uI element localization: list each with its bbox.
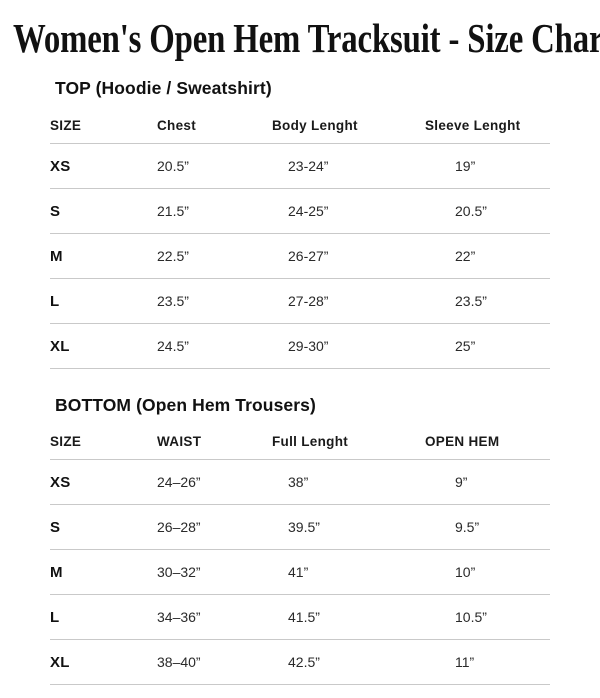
bottom-table-header-row: SIZE WAIST Full Lenght OPEN HEM <box>50 429 550 460</box>
top-row-s-body: 24-25” <box>288 203 329 219</box>
bottom-row-xl-waist: 38–40” <box>157 654 201 670</box>
bottom-header-waist: WAIST <box>157 434 202 449</box>
bottom-row-l-open-hem: 10.5” <box>455 609 487 625</box>
top-row-xl-sleeve: 25” <box>455 338 476 354</box>
bottom-table-element: SIZE WAIST Full Lenght OPEN HEM XS 24–26… <box>50 429 550 685</box>
bottom-row-xs-waist: 24–26” <box>157 474 201 490</box>
top-section-heading: TOP (Hoodie / Sweatshirt) <box>55 78 272 98</box>
table-row: M 22.5” 26-27” 22” <box>50 234 550 279</box>
top-row-l-body: 27-28” <box>288 293 329 309</box>
bottom-row-l-waist: 34–36” <box>157 609 201 625</box>
bottom-row-m-full: 41” <box>288 564 309 580</box>
top-size-table: SIZE Chest Body Lenght Sleeve Lenght XS … <box>50 113 550 369</box>
top-table-header-row: SIZE Chest Body Lenght Sleeve Lenght <box>50 113 550 144</box>
top-table-element: SIZE Chest Body Lenght Sleeve Lenght XS … <box>50 113 550 369</box>
top-row-m-chest: 22.5” <box>157 248 189 264</box>
top-row-s-sleeve: 20.5” <box>455 203 487 219</box>
top-row-s-chest: 21.5” <box>157 203 189 219</box>
bottom-row-l-size: L <box>50 608 60 626</box>
bottom-header-open-hem: OPEN HEM <box>425 434 500 449</box>
top-row-l-size: L <box>50 292 60 310</box>
bottom-size-table: SIZE WAIST Full Lenght OPEN HEM XS 24–26… <box>50 429 550 685</box>
top-table-body: XS 20.5” 23-24” 19” S 21.5” 24-25” 20.5”… <box>50 144 550 369</box>
top-row-xs-chest: 20.5” <box>157 158 189 174</box>
top-row-m-sleeve: 22” <box>455 248 476 264</box>
bottom-row-xs-size: XS <box>50 473 71 491</box>
bottom-row-s-waist: 26–28” <box>157 519 201 535</box>
top-row-m-size: M <box>50 247 63 265</box>
table-row: XL 24.5” 29-30” 25” <box>50 324 550 369</box>
top-row-s-size: S <box>50 202 61 220</box>
top-row-l-chest: 23.5” <box>157 293 189 309</box>
page-title: Women's Open Hem Tracksuit - Size Chart … <box>13 16 600 60</box>
top-row-m-body: 26-27” <box>288 248 329 264</box>
top-header-chest: Chest <box>157 118 197 133</box>
table-row: XS 24–26” 38” 9” <box>50 460 550 505</box>
top-row-xs-size: XS <box>50 157 71 175</box>
bottom-row-xs-full: 38” <box>288 474 309 490</box>
table-row: L 23.5” 27-28” 23.5” <box>50 279 550 324</box>
top-header-size: SIZE <box>50 118 82 133</box>
bottom-section-heading: BOTTOM (Open Hem Trousers) <box>55 395 316 415</box>
top-row-xl-size: XL <box>50 337 70 355</box>
top-row-xs-body: 23-24” <box>288 158 329 174</box>
table-row: XL 38–40” 42.5” 11” <box>50 640 550 685</box>
bottom-row-s-size: S <box>50 518 61 536</box>
top-row-l-sleeve: 23.5” <box>455 293 487 309</box>
bottom-row-s-open-hem: 9.5” <box>455 519 480 535</box>
bottom-table-head: SIZE WAIST Full Lenght OPEN HEM <box>50 429 550 460</box>
table-row: S 26–28” 39.5” 9.5” <box>50 505 550 550</box>
bottom-row-xs-open-hem: 9” <box>455 474 468 490</box>
table-row: S 21.5” 24-25” 20.5” <box>50 189 550 234</box>
top-header-body-length: Body Lenght <box>272 118 358 133</box>
bottom-row-xl-size: XL <box>50 653 70 671</box>
bottom-row-xl-full: 42.5” <box>288 654 320 670</box>
bottom-row-xl-open-hem: 11” <box>455 654 475 670</box>
bottom-row-m-size: M <box>50 563 63 581</box>
top-table-head: SIZE Chest Body Lenght Sleeve Lenght <box>50 113 550 144</box>
bottom-header-full-length: Full Lenght <box>272 434 349 449</box>
top-row-xs-sleeve: 19” <box>455 158 476 174</box>
table-row: L 34–36” 41.5” 10.5” <box>50 595 550 640</box>
table-row: XS 20.5” 23-24” 19” <box>50 144 550 189</box>
bottom-row-l-full: 41.5” <box>288 609 320 625</box>
bottom-row-m-waist: 30–32” <box>157 564 201 580</box>
bottom-table-body: XS 24–26” 38” 9” S 26–28” 39.5” 9.5” M 3… <box>50 460 550 685</box>
top-row-xl-chest: 24.5” <box>157 338 189 354</box>
top-row-xl-body: 29-30” <box>288 338 329 354</box>
top-header-sleeve-length: Sleeve Lenght <box>425 118 521 133</box>
bottom-row-m-open-hem: 10” <box>455 564 476 580</box>
bottom-header-size: SIZE <box>50 434 82 449</box>
page-title-main: Women's Open Hem Tracksuit - Size Chart <box>13 15 600 61</box>
table-row: M 30–32” 41” 10” <box>50 550 550 595</box>
bottom-row-s-full: 39.5” <box>288 519 320 535</box>
